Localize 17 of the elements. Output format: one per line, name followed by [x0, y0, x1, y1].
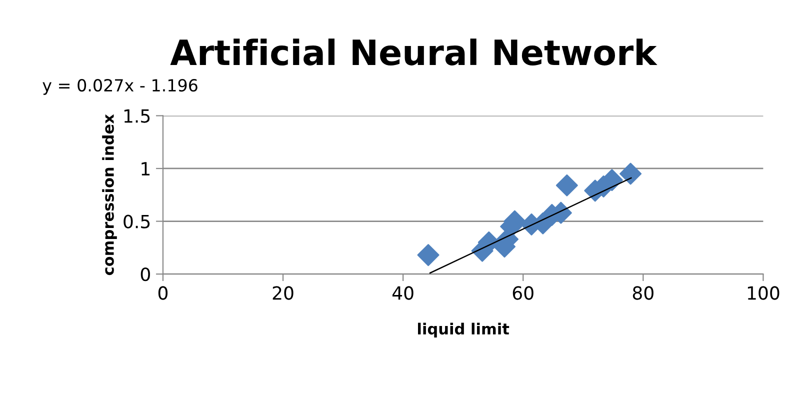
x-tick-label: 20 — [272, 286, 294, 300]
y-tick-label: 0.5 — [124, 214, 150, 228]
x-axis-title: liquid limit — [418, 322, 510, 338]
point — [620, 162, 642, 185]
x-tick-label: 40 — [392, 286, 414, 300]
chart-title: Artificial Neural Network — [170, 38, 658, 66]
x-tick-label: 0 — [158, 286, 168, 300]
y-tick-label: 1.5 — [124, 109, 150, 123]
y-axis-title: compression index — [102, 114, 117, 276]
x-tick-label: 80 — [632, 286, 654, 300]
point — [556, 174, 578, 196]
text: y = 0.027x - 1.196 — [42, 78, 198, 95]
x-tick-label: 100 — [748, 286, 780, 300]
point — [417, 244, 440, 266]
x-tick-label: 60 — [512, 286, 534, 300]
y-tick-label: 1 — [142, 162, 150, 176]
y-tick-label: 0 — [140, 268, 150, 282]
